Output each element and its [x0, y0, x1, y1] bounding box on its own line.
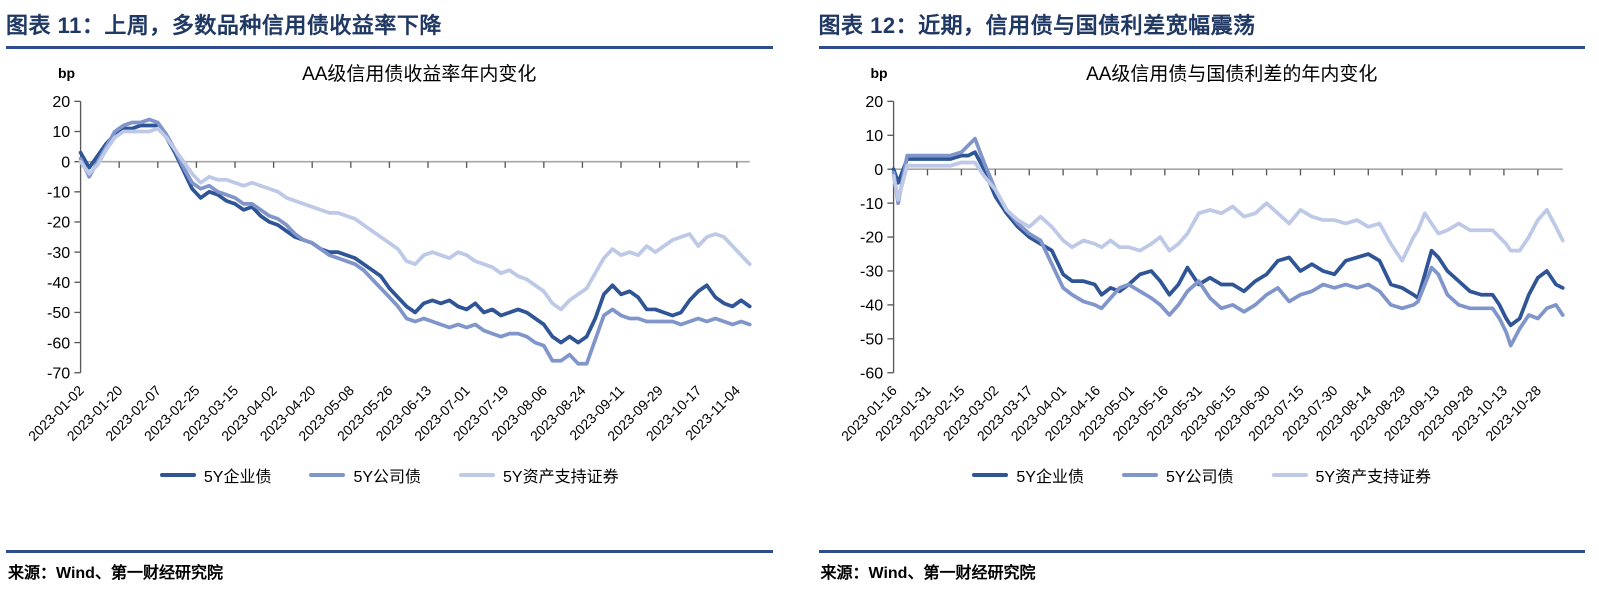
source-note: 来源：Wind、第一财经研究院 — [820, 565, 1036, 582]
svg-text:-20: -20 — [47, 214, 70, 232]
svg-text:-60: -60 — [860, 364, 883, 382]
svg-text:-10: -10 — [860, 195, 883, 213]
chart-title: AA级信用债收益率年内变化 — [302, 64, 537, 85]
svg-text:-30: -30 — [860, 263, 883, 281]
svg-text:10: 10 — [52, 123, 70, 141]
svg-text:-50: -50 — [47, 304, 70, 322]
legend-label: 5Y企业债 — [203, 468, 272, 486]
chart-head: bp AA级信用债收益率年内变化 — [6, 59, 773, 89]
svg-text:-30: -30 — [47, 244, 70, 262]
svg-text:20: 20 — [865, 93, 883, 111]
legend-item: 5Y企业债 — [972, 463, 1084, 487]
svg-text:-40: -40 — [47, 274, 70, 292]
figure-caption: 图表 11：上周，多数品种信用债收益率下降 — [6, 13, 442, 38]
legend-label: 5Y资产支持证券 — [503, 468, 619, 486]
svg-text:-10: -10 — [47, 184, 70, 202]
svg-text:0: 0 — [874, 161, 883, 179]
source-divider — [6, 550, 773, 553]
caption-divider — [818, 46, 1585, 49]
legend-item: 5Y资产支持证券 — [1271, 463, 1432, 487]
legend-line-swatch — [1271, 472, 1308, 477]
legend-label: 5Y公司债 — [353, 468, 422, 486]
legend-item: 5Y公司债 — [309, 463, 421, 487]
svg-text:20: 20 — [52, 93, 70, 111]
svg-text:-40: -40 — [860, 297, 883, 315]
figure-panel-11: 图表 11：上周，多数品种信用债收益率下降 bp AA级信用债收益率年内变化 2… — [6, 6, 773, 591]
legend-label: 5Y企业债 — [1016, 468, 1084, 486]
svg-text:0: 0 — [61, 153, 70, 171]
source-note: 来源：Wind、第一财经研究院 — [8, 565, 223, 582]
legend-label: 5Y公司债 — [1165, 468, 1234, 486]
y-axis-unit-label: bp — [870, 65, 888, 81]
line-chart: 20100-10-20-30-40-50-60-702023-01-022023… — [25, 93, 752, 444]
legend-line-swatch — [1121, 472, 1158, 477]
chart-legend: 5Y企业债 5Y公司债 5Y资产支持证券 — [819, 462, 1586, 488]
caption-divider — [6, 46, 773, 49]
svg-text:-20: -20 — [860, 229, 883, 247]
svg-text:-60: -60 — [47, 334, 70, 352]
chart-legend: 5Y企业债 5Y公司债 5Y资产支持证券 — [6, 462, 773, 488]
y-axis-unit-label: bp — [58, 65, 76, 81]
legend-item: 5Y资产支持证券 — [459, 463, 619, 487]
svg-text:10: 10 — [865, 127, 883, 145]
chart-head: bp AA级信用债与国债利差的年内变化 — [819, 59, 1586, 89]
figure-caption: 图表 12：近期，信用债与国债利差宽幅震荡 — [818, 13, 1256, 38]
legend-label: 5Y资产支持证券 — [1315, 468, 1432, 486]
legend-item: 5Y公司债 — [1121, 463, 1234, 487]
legend-line-swatch — [459, 472, 496, 477]
svg-text:-70: -70 — [47, 364, 70, 382]
legend-line-swatch — [309, 472, 346, 477]
figure-panel-12: 图表 12：近期，信用债与国债利差宽幅震荡 bp AA级信用债与国债利差的年内变… — [818, 6, 1586, 591]
line-chart: 20100-10-20-30-40-50-602023-01-162023-01… — [838, 93, 1565, 444]
legend-line-swatch — [159, 472, 196, 477]
svg-text:-50: -50 — [860, 331, 883, 349]
legend-line-swatch — [972, 472, 1009, 477]
source-divider — [818, 550, 1585, 553]
chart-title: AA级信用债与国债利差的年内变化 — [1086, 64, 1378, 85]
legend-item: 5Y企业债 — [159, 463, 272, 487]
